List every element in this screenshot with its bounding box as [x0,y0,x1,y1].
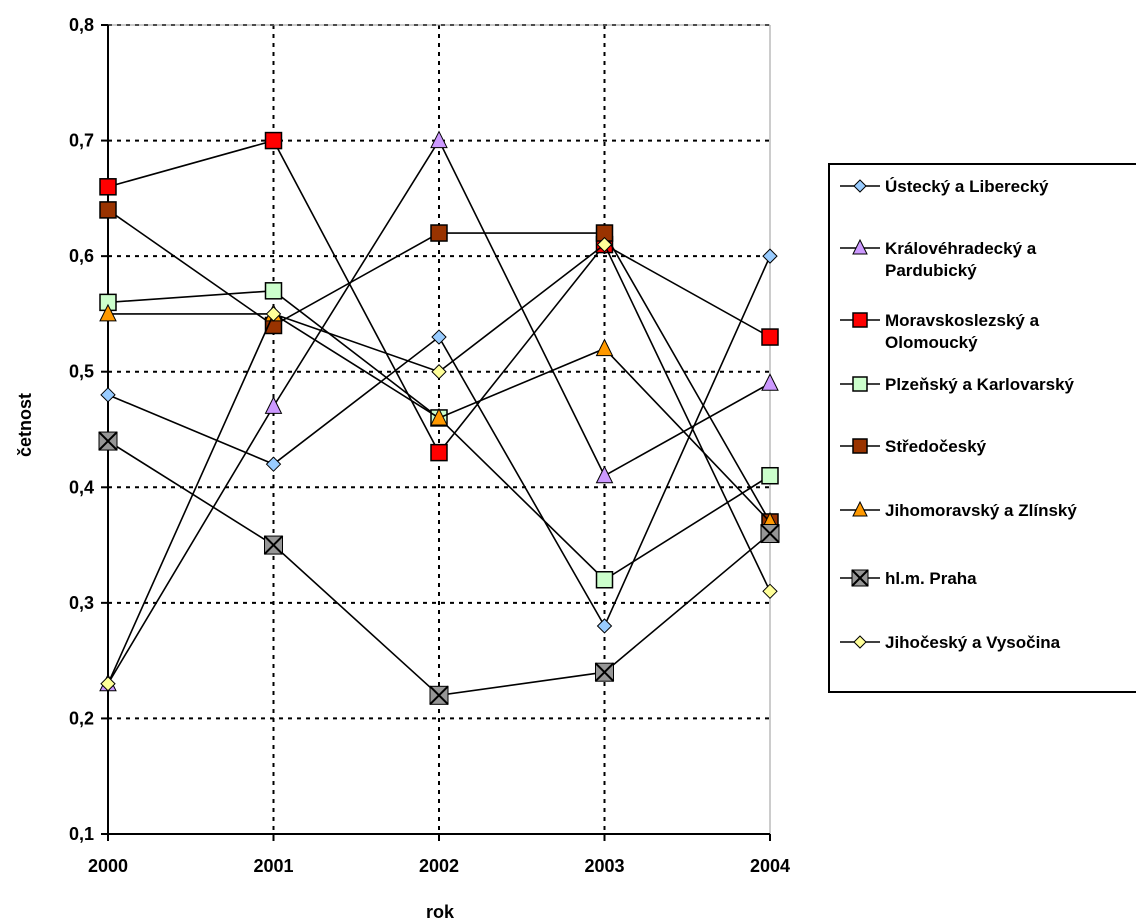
legend-label-line: Jihomoravský a Zlínský [885,501,1077,520]
legend-label-line: Pardubický [885,261,977,280]
legend-label-line: Moravskoslezský a [885,311,1040,330]
legend-label: Ústecký a Liberecký [885,177,1049,196]
x-tick-labels: 2000 2001 2002 2003 2004 [88,856,790,876]
legend-label: Plzeňský a Karlovarský [885,375,1075,394]
series-3 [99,131,779,462]
x-tick-label: 2000 [88,856,128,876]
y-tick-label: 0,4 [69,477,94,497]
legend-item: Královéhradecký a Pardubický [840,238,1037,280]
marker-cross [98,431,118,451]
data-point [430,407,448,426]
data-point [430,224,448,242]
data-point [596,618,613,634]
x-tick-label: 2003 [584,856,624,876]
x-tick-label: 2004 [750,856,790,876]
data-point [431,364,447,380]
legend-label: Moravskoslezský a Olomoucký [885,311,1040,352]
legend-item: Středočeský [840,437,987,456]
series-1 [100,248,778,634]
data-point [100,676,116,692]
y-tick-label: 0,2 [69,708,94,728]
data-point [761,373,779,391]
data-point [99,303,117,322]
legend-marker [852,438,868,454]
legend-label-line: Královéhradecký a [885,239,1037,258]
data-point [431,329,447,345]
data-point [98,431,118,451]
marker-cross [760,523,780,544]
legend-label-line: Olomoucký [885,333,978,352]
legend-item: Jihočeský a Vysočina [840,633,1061,652]
marker-cross [429,685,449,706]
legend-label-line: Plzeňský a Karlovarský [885,375,1075,394]
y-tick-label: 0,7 [69,131,94,151]
legend-item: hl.m. Praha [840,569,977,588]
y-tick-label: 0,6 [69,246,94,266]
legend-marker [852,376,868,392]
data-point [265,456,282,472]
legend-label-line: Ústecký a Liberecký [885,177,1049,196]
data-point [430,443,448,462]
data-point [594,662,615,682]
marker-cross [594,662,615,682]
data-point [264,282,283,300]
legend-label: Středočeský [885,437,987,456]
legend-marker [852,500,868,517]
data-point [99,178,117,196]
legend-item: Plzeňský a Karlovarský [840,375,1075,394]
legend-label: Jihomoravský a Zlínský [885,501,1077,520]
data-point [761,328,779,346]
y-tick-label: 0,8 [69,15,94,35]
legend-box [828,163,1136,693]
legend-marker [852,312,868,328]
legend-marker [853,635,867,649]
data-point [264,131,283,150]
legend: Ústecký a Liberecký Královéhradecký a Pard… [828,163,1136,693]
series-group [98,130,780,706]
data-point [429,685,449,706]
legend-marker [853,179,867,193]
y-tick-labels: 0,1 0,2 0,3 0,4 0,5 0,6 0,7 0,8 [69,15,94,844]
y-tick-label: 0,3 [69,593,94,613]
marker-cross [263,535,284,555]
series-7 [98,431,780,706]
legend-label-line: hl.m. Praha [885,569,977,588]
series-line [107,243,771,685]
legend-label: Jihočeský a Vysočina [885,633,1061,652]
legend-marker [852,238,868,255]
data-point [264,396,283,414]
marker-cross [851,569,869,587]
data-point [596,236,613,253]
legend-label: Královéhradecký a Pardubický [885,239,1037,280]
data-point [760,523,780,544]
x-tick-label: 2001 [253,856,293,876]
data-point [595,570,614,589]
data-point [762,248,778,264]
y-axis-title: četnost [15,393,35,457]
data-point [595,465,614,484]
y-tick-label: 0,5 [69,362,94,382]
data-point [761,466,779,485]
x-tick-label: 2002 [419,856,459,876]
legend-item: Moravskoslezský a Olomoucký [840,311,1040,352]
x-axis-title: rok [426,902,455,922]
legend-marker [851,569,869,587]
legend-label-line: Jihočeský a Vysočina [885,633,1061,652]
legend-item: Jihomoravský a Zlínský [840,500,1077,520]
legend-label: hl.m. Praha [885,569,977,588]
data-point [263,535,284,555]
legend-label-line: Středočeský [885,437,987,456]
y-tick-label: 0,1 [69,824,94,844]
legend-item: Ústecký a Liberecký [840,177,1049,196]
data-point [100,387,116,403]
series-8 [100,236,778,692]
axes [101,24,771,841]
data-point [99,201,117,219]
data-point [430,130,448,149]
data-point [762,583,778,600]
data-point [595,338,614,357]
data-point [265,306,282,322]
